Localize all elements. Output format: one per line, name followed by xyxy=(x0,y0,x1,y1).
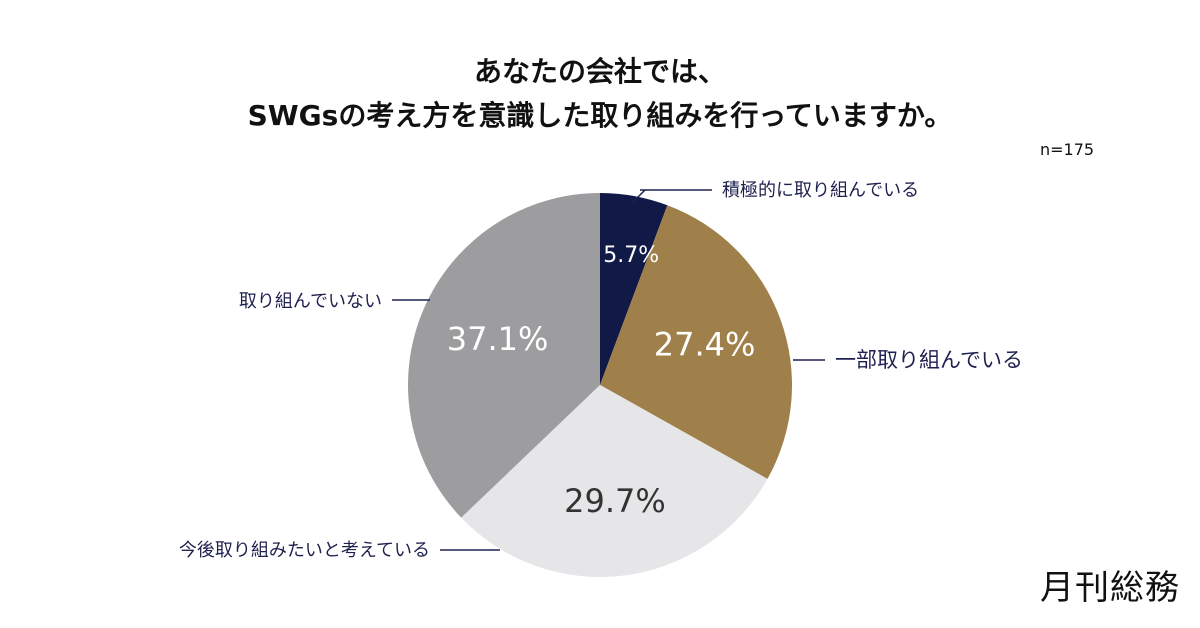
sample-size: n=175 xyxy=(1040,140,1095,159)
chart-title-line-1: あなたの会社では、 xyxy=(473,55,726,88)
slice-category-label-3: 今後取り組みたいと考えている xyxy=(179,540,430,561)
publisher-logo: 月刊総務 xyxy=(1040,568,1180,608)
slice-category-label-4: 取り組んでいない xyxy=(239,291,382,312)
slice-value-label-1: 5.7% xyxy=(603,243,659,268)
slice-category-label-2: 一部取り組んでいる xyxy=(835,348,1023,372)
pie-slice-3 xyxy=(461,385,768,577)
slice-category-label-1: 積極的に取り組んでいる xyxy=(722,180,919,201)
slice-value-label-3: 29.7% xyxy=(564,482,666,520)
leader-line-1-diagonal xyxy=(631,189,646,204)
slice-value-label-4: 37.1% xyxy=(447,320,549,358)
pie-slice-4 xyxy=(408,193,600,518)
slice-value-label-2: 27.4% xyxy=(654,326,756,364)
pie-slice-2 xyxy=(600,205,792,479)
pie-slice-1 xyxy=(600,193,668,385)
chart-title-line-2: SWGsの考え方を意識した取り組みを行っていますか。 xyxy=(247,99,953,132)
